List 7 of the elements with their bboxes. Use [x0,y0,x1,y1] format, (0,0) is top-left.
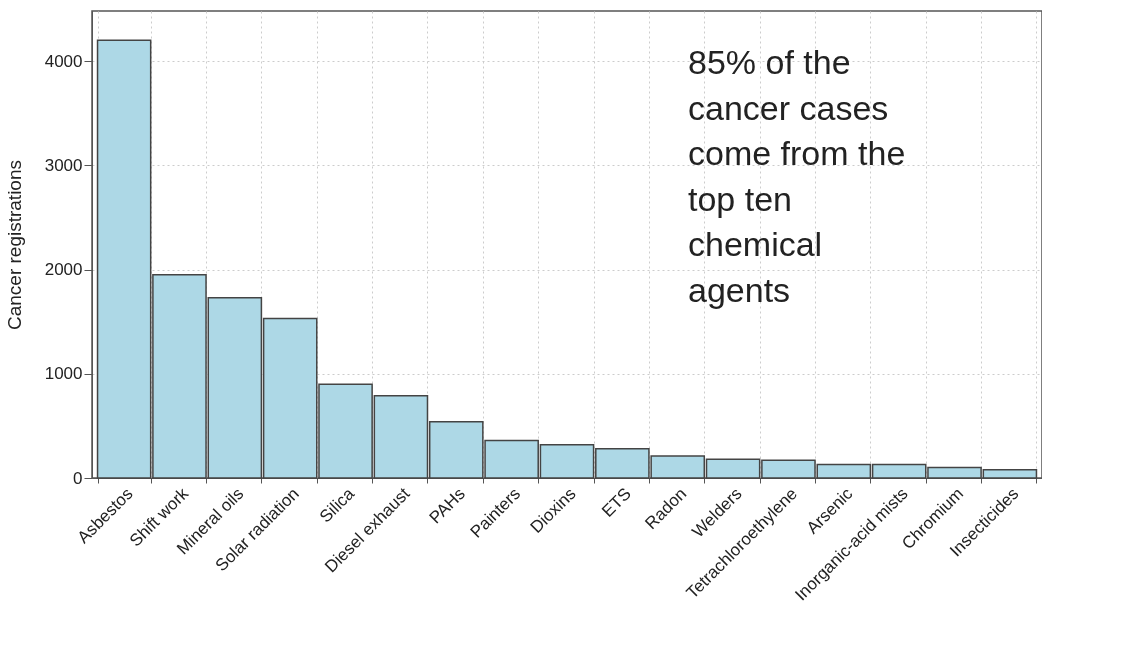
y-tick-label: 4000 [44,51,83,71]
y-tick-label: 3000 [44,155,83,175]
y-tick-label: 1000 [44,364,83,384]
y-axis-title: Cancer registrations [3,159,25,331]
y-tick-label: 2000 [44,260,83,280]
y-tick-label: 0 [73,468,83,488]
annotation: 85% of the cancer cases come from the top ten chemical agents [688,43,906,309]
